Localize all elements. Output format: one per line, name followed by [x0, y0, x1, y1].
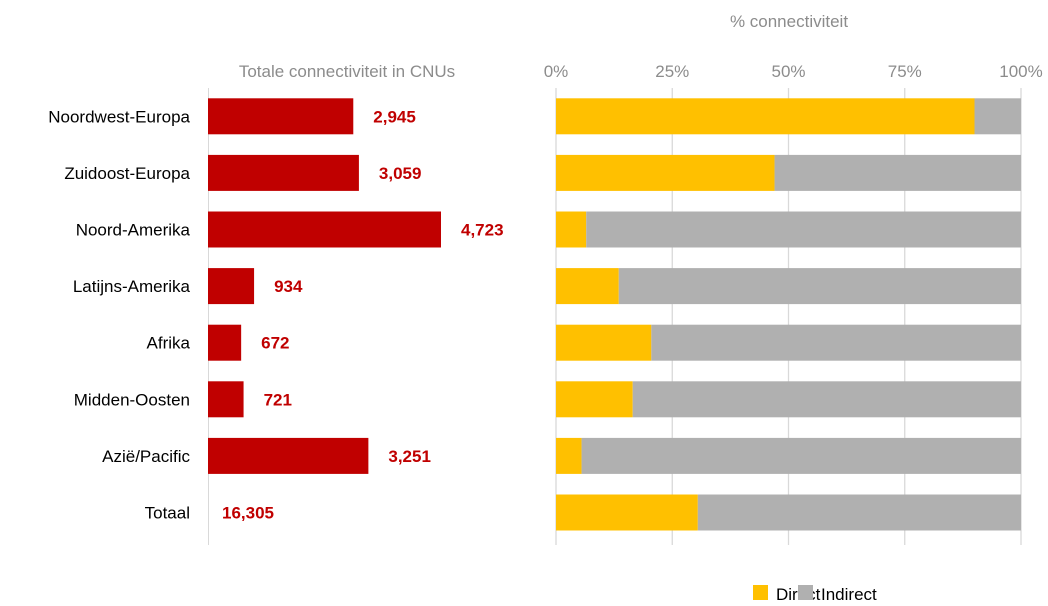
category-label: Azië/Pacific: [102, 447, 190, 466]
stacked-bar-direct: [556, 437, 582, 474]
left-bar: [208, 268, 255, 305]
left-value-label: 672: [261, 334, 289, 353]
left-bar: [208, 154, 359, 191]
left-value-label: 934: [274, 277, 303, 296]
left-bar: [208, 98, 354, 135]
left-value-label: 4,723: [461, 221, 504, 240]
right-chart-title: % connectiviteit: [730, 12, 848, 31]
left-chart-title: Totale connectiviteit in CNUs: [239, 62, 455, 81]
x-tick-label: 75%: [888, 62, 922, 81]
stacked-bar-indirect: [974, 98, 1021, 135]
stacked-bar-direct: [556, 98, 975, 135]
category-label: Latijns-Amerika: [73, 277, 191, 296]
stacked-bar-indirect: [774, 154, 1021, 191]
stacked-bar-indirect: [651, 324, 1021, 361]
legend: Direct Indirect: [753, 585, 877, 604]
left-bar: [208, 437, 369, 474]
left-value-label: 3,251: [388, 447, 431, 466]
stacked-bar-direct: [556, 494, 698, 531]
category-label: Midden-Oosten: [74, 390, 190, 409]
category-label: Afrika: [147, 334, 191, 353]
left-value-label: 16,305: [222, 504, 274, 523]
legend-swatch-direct: [753, 585, 768, 600]
x-tick-label: 25%: [655, 62, 689, 81]
category-labels: Noordwest-Europa Zuidoost-Europa Noord-Ame…: [48, 107, 190, 522]
x-tick-label: 100%: [999, 62, 1042, 81]
left-bar: [208, 211, 441, 248]
right-stacked-bars: [556, 98, 1021, 531]
left-value-label: 3,059: [379, 164, 422, 183]
stacked-bar-indirect: [632, 381, 1021, 418]
category-label: Zuidoost-Europa: [64, 164, 190, 183]
left-bars: [208, 98, 441, 474]
stacked-bar-direct: [556, 268, 619, 305]
category-label: Noord-Amerika: [76, 221, 191, 240]
stacked-bar-direct: [556, 154, 775, 191]
category-label: Noordwest-Europa: [48, 107, 190, 126]
stacked-bar-direct: [556, 211, 587, 248]
stacked-bar-indirect: [586, 211, 1021, 248]
x-tick-label: 0%: [544, 62, 569, 81]
category-label: Totaal: [145, 504, 190, 523]
left-value-label: 2,945: [373, 107, 416, 126]
stacked-bar-indirect: [697, 494, 1021, 531]
right-tick-labels: 0% 25% 50% 75% 100%: [544, 62, 1043, 81]
stacked-bar-direct: [556, 381, 633, 418]
stacked-bar-indirect: [618, 268, 1021, 305]
x-tick-label: 50%: [771, 62, 805, 81]
stacked-bar-indirect: [581, 437, 1021, 474]
legend-swatch-indirect: [798, 585, 813, 600]
left-bar: [208, 324, 242, 361]
left-value-labels: 2,945 3,059 4,723 934 672 721 3,251 16,305: [222, 107, 504, 522]
left-value-label: 721: [264, 390, 292, 409]
left-bar: [208, 381, 244, 418]
stacked-bar-direct: [556, 324, 652, 361]
legend-label-indirect: Indirect: [821, 585, 877, 604]
